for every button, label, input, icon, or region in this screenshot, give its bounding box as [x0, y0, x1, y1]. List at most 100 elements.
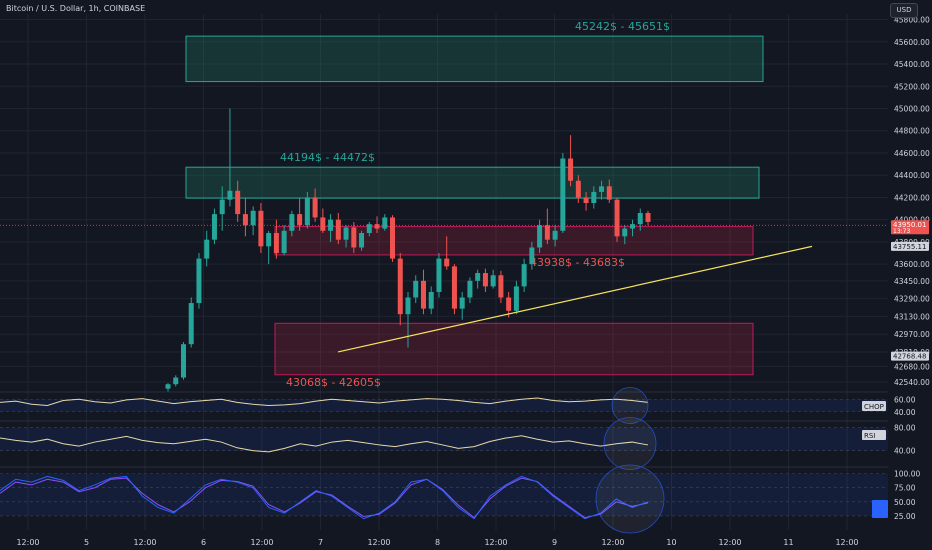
y-tick-label: 43130.00: [894, 312, 930, 321]
candle-body: [165, 384, 171, 389]
candle-body: [498, 275, 504, 298]
x-tick-label: 9: [552, 538, 557, 547]
indicator-tick-label: 40.00: [894, 408, 916, 417]
price-tag-label: 42768.48: [893, 353, 926, 361]
y-tick-label: 44000.00: [894, 216, 930, 225]
candle-body: [560, 158, 566, 231]
zone-label: 45242$ - 45651$: [575, 20, 670, 33]
x-tick-label: 12:00: [835, 538, 858, 547]
price-tag-label: 43950.01: [893, 221, 926, 229]
y-tick-label: 45600.00: [894, 38, 930, 47]
candle-body: [513, 286, 519, 311]
candle-body: [390, 217, 396, 259]
indicator-name: RSI: [864, 432, 875, 440]
chart-title: Bitcoin / U.S. Dollar, 1h, COINBASE: [6, 4, 146, 13]
price-tag: [891, 241, 929, 251]
candle-body: [188, 303, 194, 345]
candle-body: [637, 213, 643, 225]
x-tick-label: 12:00: [718, 538, 741, 547]
candle-body: [211, 214, 217, 240]
candle-body: [227, 190, 233, 200]
y-tick-label: 45000.00: [894, 105, 930, 114]
y-tick-label: 44600.00: [894, 149, 930, 158]
y-tick-label: 44400.00: [894, 171, 930, 180]
candle-body: [420, 280, 426, 309]
candle-body: [397, 258, 403, 315]
price-tag: [891, 220, 929, 235]
indicator-tick-label: 100.00: [894, 470, 920, 479]
candle-body: [405, 297, 411, 315]
indicator-tick-label: 75.00: [894, 484, 916, 493]
x-tick-label: 5: [84, 538, 89, 547]
highlight-circle: [611, 387, 649, 424]
x-tick-label: 7: [318, 538, 323, 547]
indicator-name: CHOP: [864, 403, 884, 411]
indicator-tick-label: 40.00: [894, 447, 916, 456]
candle-body: [312, 197, 318, 218]
x-tick-label: 12:00: [16, 538, 39, 547]
indicator-name-tag: [862, 401, 886, 411]
candle-body: [436, 258, 442, 292]
y-tick-label: 42970.00: [894, 330, 930, 339]
candle-body: [475, 273, 481, 281]
x-tick-label: 8: [435, 538, 440, 547]
indicator-band: [0, 427, 888, 451]
currency-button[interactable]: USD: [890, 3, 918, 18]
candle-body: [297, 214, 303, 226]
x-tick-label: 12:00: [250, 538, 273, 547]
highlight-circle: [603, 417, 657, 470]
y-tick-label: 45800.00: [894, 16, 930, 25]
candle-body: [382, 217, 388, 229]
indicator-tick-label: 60.00: [894, 395, 916, 404]
price-zone: [274, 322, 754, 376]
indicator-band: [0, 473, 888, 516]
trendline: [337, 245, 813, 353]
x-tick-label: 12:00: [601, 538, 624, 547]
candle-body: [467, 280, 473, 298]
candle-body: [219, 199, 225, 215]
y-tick-label: 42540.00: [894, 378, 930, 387]
x-tick-label: 12:00: [484, 538, 507, 547]
candle-body: [444, 258, 450, 267]
price-tag-countdown: 13:73: [893, 228, 910, 235]
candle-body: [273, 233, 279, 254]
price-zone: [185, 35, 764, 83]
indicator-line: [0, 397, 649, 407]
indicator-tick-label: 80.00: [894, 424, 916, 433]
candle-body: [250, 210, 256, 226]
candle-body: [413, 280, 419, 298]
y-tick-label: 43600.00: [894, 260, 930, 269]
candle-body: [482, 273, 488, 287]
indicator-line: [0, 435, 649, 453]
candle-body: [614, 199, 620, 237]
candle-body: [235, 190, 241, 215]
candle-body: [459, 297, 465, 309]
x-tick-label: 6: [201, 538, 206, 547]
candle-body: [529, 247, 535, 265]
candle-body: [575, 180, 581, 198]
candle-body: [374, 224, 380, 229]
candle-body: [196, 258, 202, 304]
candle-body: [645, 213, 651, 222]
x-tick-label: 11: [783, 538, 793, 547]
price-zone: [185, 166, 760, 199]
candle-body: [242, 214, 248, 226]
candle-body: [622, 228, 628, 237]
x-tick-label: 10: [666, 538, 676, 547]
indicator-tick-label: 25.00: [894, 512, 916, 521]
zone-label: 44194$ - 44472$: [280, 151, 375, 164]
candle-body: [320, 217, 326, 231]
candle-body: [606, 186, 612, 200]
price-tag-label: 43755.11: [893, 243, 926, 251]
candle-body: [366, 224, 372, 234]
candle-body: [537, 225, 543, 248]
candle-body: [343, 227, 349, 240]
stoch-value-tag: [872, 500, 888, 518]
y-tick-label: 45400.00: [894, 60, 930, 69]
y-tick-label: 44800.00: [894, 127, 930, 136]
candle-body: [428, 291, 434, 309]
price-tag: [891, 351, 929, 361]
candle-body: [552, 230, 558, 240]
zone-label: 43938$ - 43683$: [530, 256, 625, 269]
candle-body: [281, 230, 287, 254]
